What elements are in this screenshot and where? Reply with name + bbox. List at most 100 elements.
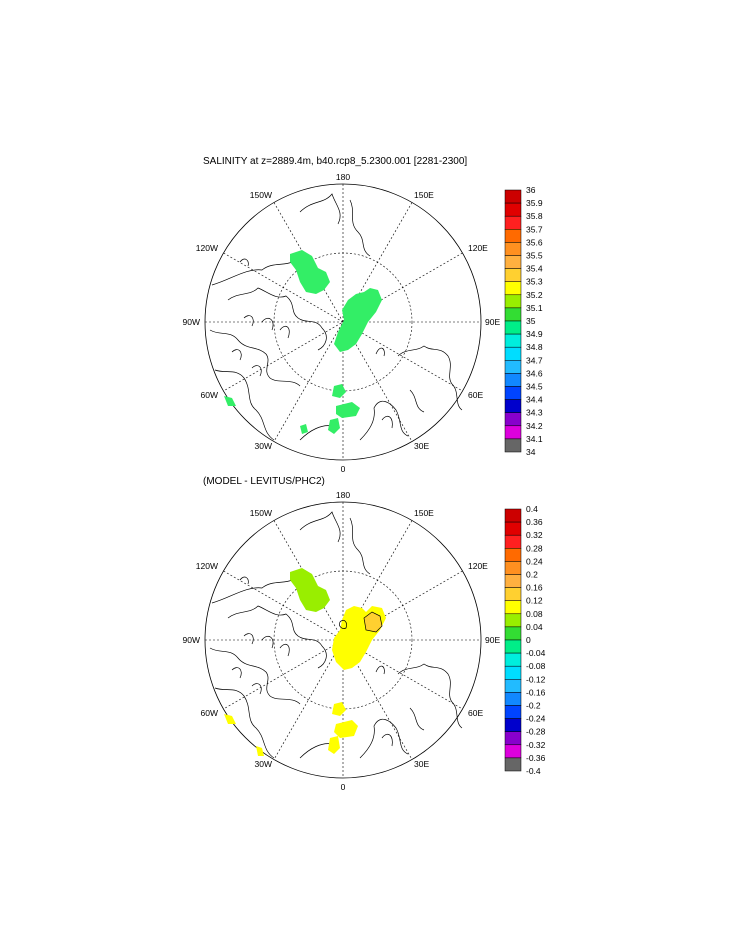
lon-label-30w: 30W: [255, 759, 272, 769]
colorbar-bin: [504, 386, 522, 400]
colorbar-bin: [504, 665, 522, 680]
lon-label-150w: 150W: [250, 508, 272, 518]
colorbar-tick-label: 0.32: [526, 530, 543, 540]
colorbar-bin: [504, 508, 522, 523]
colorbar-bin: [504, 307, 522, 322]
colorbar-bin: [504, 242, 522, 256]
colorbar-tick-label: 0.28: [526, 543, 543, 553]
colorbar-bin: [504, 679, 522, 693]
lon-label-120e: 120E: [468, 561, 488, 571]
lon-label-30e: 30E: [414, 441, 429, 451]
colorbar-bin: [504, 626, 522, 641]
colorbar-tick-label: 34.8: [526, 342, 543, 352]
colorbar-tick-label: -0.4: [526, 766, 541, 776]
salinity-fill: [224, 250, 382, 434]
colorbar-bin: [504, 613, 522, 628]
colorbar-bin: [504, 705, 522, 719]
colorbar-tick-label: 0.24: [526, 556, 543, 566]
lon-label-180: 180: [336, 172, 350, 182]
colorbar-tick-label: 35: [526, 316, 536, 326]
colorbar-tick-label: 35.5: [526, 251, 543, 261]
lon-label-60w: 60W: [201, 708, 218, 718]
colorbar-bin: [504, 652, 522, 667]
panel-salinity: SALINITY at z=2889.4m, b40.rcp8_5.2300.0…: [183, 156, 543, 474]
lon-label-30w: 30W: [255, 441, 272, 451]
colorbar-bin: [504, 561, 522, 575]
lon-label-120w: 120W: [196, 243, 218, 253]
colorbar-tick-label: 35.2: [526, 290, 543, 300]
colorbar-tick-label: 35.7: [526, 224, 543, 234]
colorbar-tick-label: -0.12: [526, 674, 546, 684]
polar-map: [204, 501, 482, 779]
colorbar-bin: [504, 215, 522, 230]
colorbar-tick-label: 34.9: [526, 329, 543, 339]
colorbar-bin: [504, 534, 522, 549]
colorbar: 36 35.9 35.8 35.7 35.6 35.5 35.4 35.3 35.2 35.1 35…: [504, 185, 543, 457]
colorbar-bin: [504, 320, 522, 335]
lon-label-0: 0: [341, 464, 346, 474]
colorbar-bin: [504, 255, 522, 269]
colorbar-bin: [504, 521, 522, 536]
colorbar-tick-label: -0.24: [526, 714, 546, 724]
colorbar-bin: [504, 425, 522, 440]
colorbar-bin: [504, 399, 522, 413]
colorbar-tick-label: 0.2: [526, 570, 538, 580]
lon-label-60w: 60W: [201, 390, 218, 400]
colorbar-bin: [504, 281, 522, 296]
colorbar-tick-label: 0.36: [526, 517, 543, 527]
colorbar-bin: [504, 333, 522, 348]
colorbar-bin: [504, 412, 522, 427]
panel-difference: (MODEL - LEVITUS/PHC2): [183, 476, 546, 792]
colorbar-bin: [504, 294, 522, 309]
lon-label-30e: 30E: [414, 759, 429, 769]
colorbar-bin: [504, 718, 522, 732]
colorbar-bin: [504, 692, 522, 706]
lon-label-120e: 120E: [468, 243, 488, 253]
colorbar: 0.4 0.36 0.32 0.28 0.24 0.2 0.16 0.12 0.08 0.04 0 -…: [504, 504, 546, 776]
colorbar-tick-label: 0.12: [526, 596, 543, 606]
lon-label-90w: 90W: [183, 635, 200, 645]
panel-title: (MODEL - LEVITUS/PHC2): [203, 476, 325, 487]
colorbar-tick-label: -0.28: [526, 727, 546, 737]
colorbar-tick-label: 34.2: [526, 421, 543, 431]
colorbar-tick-label: 0.08: [526, 609, 543, 619]
colorbar-bin: [504, 744, 522, 759]
colorbar-tick-label: 35.3: [526, 277, 543, 287]
lon-label-0: 0: [341, 782, 346, 792]
colorbar-bin: [504, 346, 522, 361]
colorbar-tick-label: 34: [526, 447, 536, 457]
colorbar-tick-label: 0.04: [526, 622, 543, 632]
colorbar-tick-label: 36: [526, 185, 536, 195]
colorbar-bin: [504, 731, 522, 746]
colorbar-bin: [504, 189, 522, 204]
colorbar-bin: [504, 438, 522, 453]
colorbar-tick-label: -0.2: [526, 701, 541, 711]
colorbar-tick-label: 34.5: [526, 382, 543, 392]
colorbar-bin: [504, 639, 522, 654]
colorbar-bin: [504, 202, 522, 217]
colorbar-tick-label: 35.9: [526, 198, 543, 208]
lon-label-60e: 60E: [468, 708, 483, 718]
colorbar-bin: [504, 268, 522, 282]
colorbar-bin: [504, 757, 522, 772]
colorbar-bin: [504, 574, 522, 588]
colorbar-tick-label: 0.16: [526, 583, 543, 593]
colorbar-tick-label: 35.1: [526, 303, 543, 313]
lon-label-150e: 150E: [414, 508, 434, 518]
colorbar-tick-label: 34.7: [526, 355, 543, 365]
colorbar-tick-label: 34.1: [526, 434, 543, 444]
longitude-labels: 180 150E 120E 90E 60E 30E 0 30W 60W 90W …: [183, 490, 501, 792]
colorbar-tick-label: 35.8: [526, 211, 543, 221]
colorbar-tick-label: 0: [526, 635, 531, 645]
coastlines: [209, 193, 463, 441]
colorbar-bin: [504, 229, 522, 243]
colorbar-bin: [504, 587, 522, 601]
colorbar-tick-label: 34.3: [526, 408, 543, 418]
lon-label-150w: 150W: [250, 190, 272, 200]
colorbar-tick-label: -0.36: [526, 753, 546, 763]
lon-label-60e: 60E: [468, 390, 483, 400]
lon-label-150e: 150E: [414, 190, 434, 200]
colorbar-tick-label: -0.04: [526, 648, 546, 658]
colorbar-tick-label: 34.6: [526, 368, 543, 378]
